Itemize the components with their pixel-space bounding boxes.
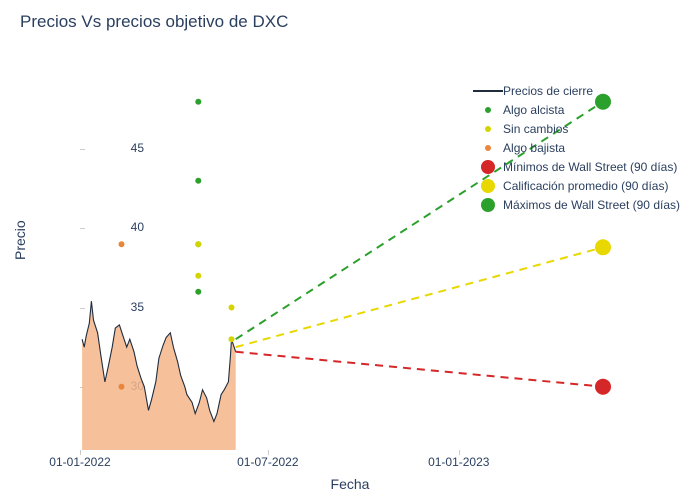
no-change-dot xyxy=(229,305,235,311)
legend-swatch xyxy=(473,198,503,212)
legend-item: Máximos de Wall Street (90 días) xyxy=(473,196,680,214)
ws_avg-marker xyxy=(595,239,611,255)
algo-bearish-dot xyxy=(119,241,125,247)
legend-swatch xyxy=(473,160,503,174)
algo-bullish-dot xyxy=(195,289,201,295)
ws_avg-line xyxy=(236,247,603,347)
algo-bearish-dot xyxy=(119,384,125,390)
legend-swatch xyxy=(473,90,503,92)
no-change-dot xyxy=(195,241,201,247)
legend-item: Calificación promedio (90 días) xyxy=(473,177,680,195)
legend-swatch xyxy=(473,179,503,193)
legend-label: Calificación promedio (90 días) xyxy=(503,179,668,193)
legend-label: Algo bajista xyxy=(503,141,565,155)
legend-label: Sin cambios xyxy=(503,122,568,136)
legend-label: Algo alcista xyxy=(503,103,564,117)
no-change-dot xyxy=(195,273,201,279)
legend-label: Mínimos de Wall Street (90 días) xyxy=(503,160,677,174)
legend-item: Precios de cierre xyxy=(473,82,680,100)
algo-bullish-dot xyxy=(195,178,201,184)
legend: Precios de cierre Algo alcista Sin cambios… xyxy=(473,82,680,215)
legend-item: Sin cambios xyxy=(473,120,680,138)
ws_low-marker xyxy=(595,379,611,395)
legend-label: Máximos de Wall Street (90 días) xyxy=(503,198,680,212)
no-change-dot xyxy=(229,336,235,342)
ws_low-line xyxy=(236,352,603,387)
legend-swatch xyxy=(473,107,503,113)
closing-area xyxy=(82,301,236,450)
legend-item: Algo bajista xyxy=(473,139,680,157)
algo-bullish-dot xyxy=(195,99,201,105)
chart-canvas xyxy=(0,0,700,500)
legend-swatch xyxy=(473,145,503,151)
legend-item: Algo alcista xyxy=(473,101,680,119)
legend-label: Precios de cierre xyxy=(503,84,593,98)
legend-item: Mínimos de Wall Street (90 días) xyxy=(473,158,680,176)
legend-swatch xyxy=(473,126,503,132)
